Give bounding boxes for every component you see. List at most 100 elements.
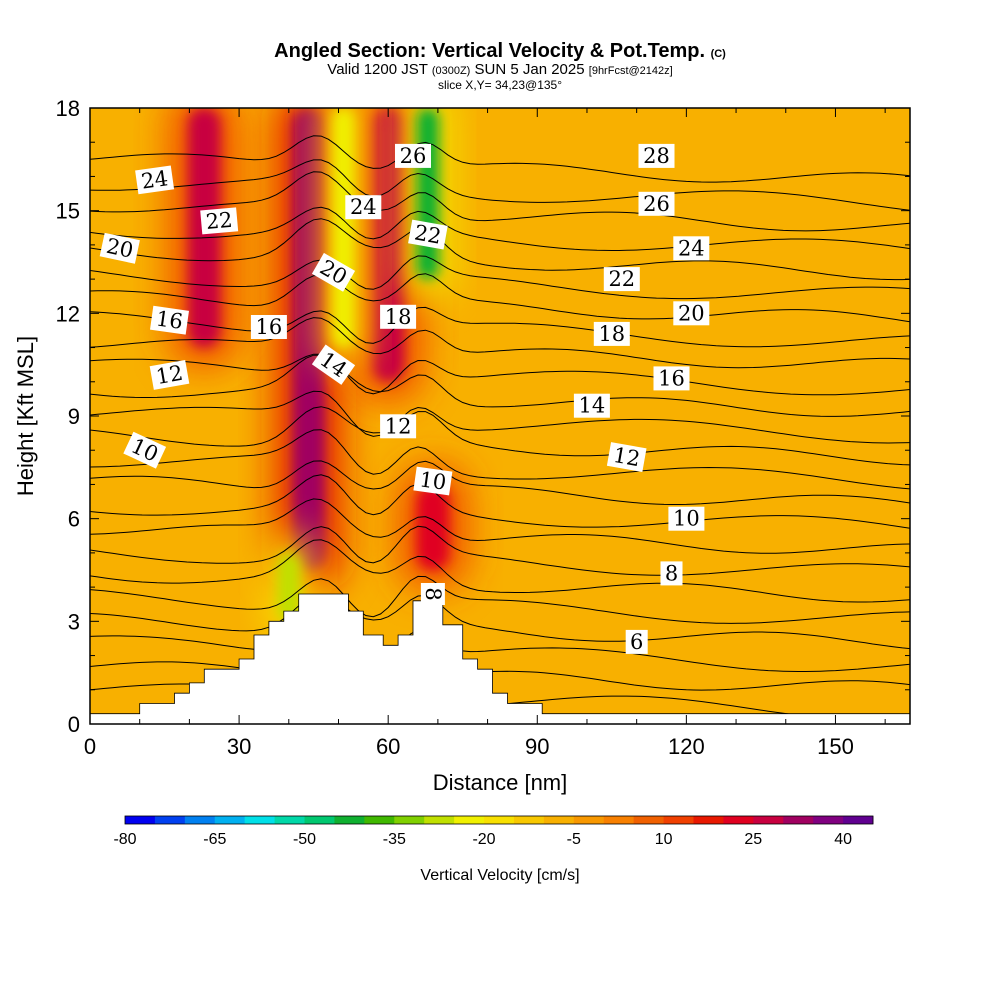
contour-label: 8 (660, 561, 683, 586)
pot-temp-contour (90, 273, 910, 323)
contour-label: 6 (625, 629, 648, 654)
contour-label: 20 (99, 232, 140, 264)
pot-temp-contour (90, 474, 910, 529)
colorbar-swatch (394, 816, 425, 824)
contour-label: 10 (668, 506, 705, 531)
y-tick-label: 0 (68, 712, 80, 737)
svg-text:10: 10 (418, 467, 448, 494)
contour-label: 20 (673, 301, 710, 326)
colorbar-swatch (484, 816, 515, 824)
colorbar-tick-label: -5 (567, 831, 581, 848)
contour-label: 20 (311, 252, 356, 292)
svg-text:22: 22 (205, 208, 234, 234)
x-tick-label: 150 (817, 734, 854, 759)
colorbar-tick-label: 40 (834, 831, 852, 848)
contour-label: 8 (420, 583, 445, 605)
colorbar-swatch (783, 816, 814, 824)
y-tick-label: 6 (68, 507, 80, 532)
contour-label: 12 (606, 442, 647, 473)
chart-slice-info: slice X,Y= 34,23@135° (438, 78, 562, 92)
colorbar-swatch (244, 816, 275, 824)
svg-text:16: 16 (155, 306, 185, 333)
svg-text:26: 26 (400, 144, 427, 168)
contour-label: 26 (638, 191, 675, 216)
contour-label: 16 (653, 366, 690, 391)
y-axis-label: Height [Kft MSL] (13, 336, 38, 496)
colorbar-swatch (184, 816, 216, 824)
contour-label: 24 (345, 195, 382, 220)
svg-text:26: 26 (643, 192, 670, 216)
pot-temp-contour (90, 429, 910, 490)
colorbar-tick-label: -35 (383, 831, 406, 848)
colorbar-swatch (214, 816, 246, 824)
colorbar-swatch (753, 816, 784, 824)
x-tick-label: 60 (376, 734, 400, 759)
colorbar-swatch (723, 816, 754, 824)
contour-label: 16 (150, 305, 189, 335)
svg-text:6: 6 (630, 630, 643, 654)
contour-label: 22 (408, 219, 448, 250)
colorbar-swatch (663, 816, 694, 824)
pot-temp-contour (90, 206, 910, 251)
y-tick-label: 18 (56, 96, 80, 121)
y-tick-label: 15 (56, 199, 80, 224)
svg-text:20: 20 (678, 301, 705, 325)
contour-label: 22 (200, 207, 239, 235)
pot-temp-contour (90, 135, 910, 183)
svg-text:12: 12 (154, 361, 184, 389)
svg-text:28: 28 (643, 144, 670, 168)
pot-temp-contour (90, 644, 910, 691)
svg-text:24: 24 (350, 195, 377, 219)
colorbar-swatch (633, 816, 664, 824)
x-axis-label: Distance [nm] (433, 770, 568, 795)
colorbar-swatch (125, 816, 156, 824)
chart-title: Angled Section: Vertical Velocity & Pot.… (274, 40, 726, 62)
colorbar-swatch (543, 816, 575, 824)
contour-label: 14 (573, 393, 610, 418)
pot-temp-contour (90, 171, 910, 232)
y-tick-label: 12 (56, 301, 80, 326)
pot-temp-contour (90, 390, 910, 444)
svg-text:16: 16 (658, 366, 685, 390)
pot-temp-contour (90, 353, 910, 396)
pot-temp-contour-labels: 24 22 20 16 16 12 10 20 24 26 18 14 12 22 10 8 28 26 24 22 2… (99, 143, 710, 654)
chart-valid-time: Valid 1200 JST (0300Z) SUN 5 Jan 2025 [9… (327, 61, 672, 78)
svg-text:18: 18 (598, 322, 625, 346)
y-tick-label: 9 (68, 404, 80, 429)
colorbar-swatch (154, 816, 186, 824)
contour-label: 24 (135, 165, 175, 195)
pot-temp-contour (90, 159, 910, 211)
svg-text:12: 12 (611, 443, 641, 471)
x-tick-label: 30 (227, 734, 251, 759)
colorbar-swatch (304, 816, 335, 824)
colorbar-tick-label: -20 (472, 831, 495, 848)
contour-label: 16 (250, 315, 287, 339)
colorbar-tick-label: 10 (655, 831, 673, 848)
colorbar-swatch (603, 816, 635, 824)
svg-text:14: 14 (579, 394, 606, 418)
colorbar-swatch (843, 816, 874, 824)
colorbar-swatch (813, 816, 844, 824)
svg-text:12: 12 (385, 414, 412, 438)
svg-text:24: 24 (678, 236, 705, 260)
contour-label: 18 (380, 304, 417, 329)
pot-temp-contour (90, 218, 910, 281)
pot-temp-contour (90, 255, 910, 300)
pot-temp-contour (90, 406, 910, 466)
svg-text:22: 22 (608, 267, 635, 291)
pot-temp-contour (90, 525, 910, 576)
axes: 0 30 60 90 120 150 0 3 6 9 12 15 18 (56, 96, 910, 759)
pot-temp-contour (90, 498, 910, 554)
colorbar-frame (124, 815, 874, 825)
svg-text:20: 20 (104, 234, 135, 263)
colorbar-tick-label: -80 (113, 831, 136, 848)
pot-temp-contour (90, 539, 910, 603)
colorbar-tick-label: 25 (744, 831, 762, 848)
pot-temp-contour (90, 624, 910, 672)
plot-area: 24 22 20 16 16 12 10 20 24 26 18 14 12 22 10 8 28 26 24 22 2… (90, 108, 910, 724)
pot-temp-contour (90, 575, 910, 624)
contour-label: 26 (395, 143, 431, 168)
terrain (90, 593, 910, 724)
svg-text:8: 8 (665, 561, 678, 585)
